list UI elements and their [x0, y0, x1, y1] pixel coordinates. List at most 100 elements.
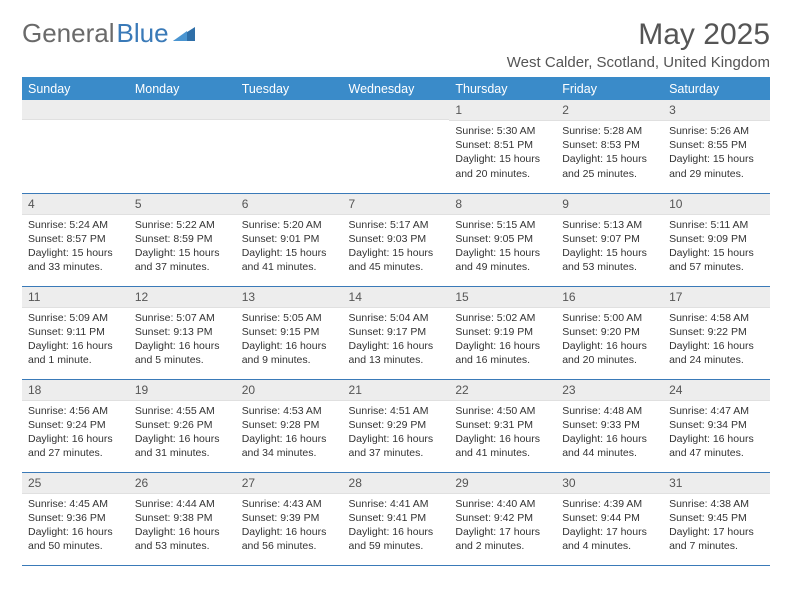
sunset-text: Sunset: 9:01 PM [242, 232, 337, 246]
sunset-text: Sunset: 9:15 PM [242, 325, 337, 339]
sunrise-text: Sunrise: 5:28 AM [562, 124, 657, 138]
daylight-text: Daylight: 15 hours and 41 minutes. [242, 246, 337, 274]
sunrise-text: Sunrise: 4:38 AM [669, 497, 764, 511]
day-content: Sunrise: 4:44 AMSunset: 9:38 PMDaylight:… [129, 494, 236, 558]
sunrise-text: Sunrise: 4:39 AM [562, 497, 657, 511]
day-number [236, 100, 343, 120]
page-header: GeneralBlue May 2025 West Calder, Scotla… [22, 18, 770, 71]
sunrise-text: Sunrise: 4:58 AM [669, 311, 764, 325]
sunrise-text: Sunrise: 4:53 AM [242, 404, 337, 418]
sunrise-text: Sunrise: 4:41 AM [349, 497, 444, 511]
daylight-text: Daylight: 16 hours and 50 minutes. [28, 525, 123, 553]
day-number: 22 [449, 380, 556, 401]
day-number: 7 [343, 194, 450, 215]
day-content: Sunrise: 5:13 AMSunset: 9:07 PMDaylight:… [556, 215, 663, 279]
calendar-cell: 12Sunrise: 5:07 AMSunset: 9:13 PMDayligh… [129, 286, 236, 379]
daylight-text: Daylight: 16 hours and 9 minutes. [242, 339, 337, 367]
calendar-cell: 21Sunrise: 4:51 AMSunset: 9:29 PMDayligh… [343, 379, 450, 472]
daylight-text: Daylight: 15 hours and 45 minutes. [349, 246, 444, 274]
day-number: 15 [449, 287, 556, 308]
calendar-cell: 27Sunrise: 4:43 AMSunset: 9:39 PMDayligh… [236, 472, 343, 565]
daylight-text: Daylight: 16 hours and 47 minutes. [669, 432, 764, 460]
day-number [129, 100, 236, 120]
sunrise-text: Sunrise: 5:22 AM [135, 218, 230, 232]
day-content: Sunrise: 5:15 AMSunset: 9:05 PMDaylight:… [449, 215, 556, 279]
day-content: Sunrise: 4:53 AMSunset: 9:28 PMDaylight:… [236, 401, 343, 465]
daylight-text: Daylight: 16 hours and 59 minutes. [349, 525, 444, 553]
calendar-cell: 25Sunrise: 4:45 AMSunset: 9:36 PMDayligh… [22, 472, 129, 565]
daylight-text: Daylight: 16 hours and 5 minutes. [135, 339, 230, 367]
sunset-text: Sunset: 9:03 PM [349, 232, 444, 246]
sunset-text: Sunset: 9:34 PM [669, 418, 764, 432]
day-number: 23 [556, 380, 663, 401]
calendar-header-row: Sunday Monday Tuesday Wednesday Thursday… [22, 78, 770, 101]
day-number: 6 [236, 194, 343, 215]
day-content: Sunrise: 5:05 AMSunset: 9:15 PMDaylight:… [236, 308, 343, 372]
day-content: Sunrise: 5:04 AMSunset: 9:17 PMDaylight:… [343, 308, 450, 372]
day-number: 1 [449, 100, 556, 121]
daylight-text: Daylight: 16 hours and 1 minute. [28, 339, 123, 367]
day-number: 17 [663, 287, 770, 308]
sunset-text: Sunset: 9:13 PM [135, 325, 230, 339]
sunrise-text: Sunrise: 5:17 AM [349, 218, 444, 232]
sunset-text: Sunset: 8:59 PM [135, 232, 230, 246]
sunrise-text: Sunrise: 4:56 AM [28, 404, 123, 418]
calendar-cell [22, 100, 129, 193]
calendar-week-row: 25Sunrise: 4:45 AMSunset: 9:36 PMDayligh… [22, 472, 770, 565]
day-number: 16 [556, 287, 663, 308]
sunrise-text: Sunrise: 5:24 AM [28, 218, 123, 232]
day-content: Sunrise: 4:56 AMSunset: 9:24 PMDaylight:… [22, 401, 129, 465]
daylight-text: Daylight: 16 hours and 53 minutes. [135, 525, 230, 553]
calendar-cell: 6Sunrise: 5:20 AMSunset: 9:01 PMDaylight… [236, 193, 343, 286]
day-number: 3 [663, 100, 770, 121]
daylight-text: Daylight: 17 hours and 4 minutes. [562, 525, 657, 553]
sunset-text: Sunset: 9:36 PM [28, 511, 123, 525]
sunrise-text: Sunrise: 5:04 AM [349, 311, 444, 325]
sunset-text: Sunset: 9:24 PM [28, 418, 123, 432]
day-content: Sunrise: 5:24 AMSunset: 8:57 PMDaylight:… [22, 215, 129, 279]
calendar-cell: 31Sunrise: 4:38 AMSunset: 9:45 PMDayligh… [663, 472, 770, 565]
day-number: 24 [663, 380, 770, 401]
day-content: Sunrise: 5:07 AMSunset: 9:13 PMDaylight:… [129, 308, 236, 372]
day-number: 13 [236, 287, 343, 308]
sunrise-text: Sunrise: 4:45 AM [28, 497, 123, 511]
sunset-text: Sunset: 9:11 PM [28, 325, 123, 339]
logo-text-gray: General [22, 18, 115, 49]
calendar-body: 1Sunrise: 5:30 AMSunset: 8:51 PMDaylight… [22, 100, 770, 565]
daylight-text: Daylight: 16 hours and 41 minutes. [455, 432, 550, 460]
sunset-text: Sunset: 9:07 PM [562, 232, 657, 246]
day-number: 14 [343, 287, 450, 308]
sunrise-text: Sunrise: 4:44 AM [135, 497, 230, 511]
location-text: West Calder, Scotland, United Kingdom [507, 54, 770, 71]
day-number: 2 [556, 100, 663, 121]
logo-text-blue: Blue [117, 18, 169, 49]
calendar-week-row: 1Sunrise: 5:30 AMSunset: 8:51 PMDaylight… [22, 100, 770, 193]
calendar-cell: 7Sunrise: 5:17 AMSunset: 9:03 PMDaylight… [343, 193, 450, 286]
sunrise-text: Sunrise: 5:02 AM [455, 311, 550, 325]
sunrise-text: Sunrise: 5:15 AM [455, 218, 550, 232]
sunset-text: Sunset: 8:53 PM [562, 138, 657, 152]
day-content: Sunrise: 5:22 AMSunset: 8:59 PMDaylight:… [129, 215, 236, 279]
day-number: 10 [663, 194, 770, 215]
daylight-text: Daylight: 16 hours and 24 minutes. [669, 339, 764, 367]
day-content: Sunrise: 4:51 AMSunset: 9:29 PMDaylight:… [343, 401, 450, 465]
day-number: 5 [129, 194, 236, 215]
col-header: Friday [556, 78, 663, 101]
calendar-week-row: 18Sunrise: 4:56 AMSunset: 9:24 PMDayligh… [22, 379, 770, 472]
month-title: May 2025 [507, 18, 770, 52]
sunrise-text: Sunrise: 4:48 AM [562, 404, 657, 418]
day-content: Sunrise: 5:17 AMSunset: 9:03 PMDaylight:… [343, 215, 450, 279]
calendar-cell: 26Sunrise: 4:44 AMSunset: 9:38 PMDayligh… [129, 472, 236, 565]
calendar-cell: 23Sunrise: 4:48 AMSunset: 9:33 PMDayligh… [556, 379, 663, 472]
day-content: Sunrise: 4:45 AMSunset: 9:36 PMDaylight:… [22, 494, 129, 558]
sunset-text: Sunset: 9:26 PM [135, 418, 230, 432]
header-right: May 2025 West Calder, Scotland, United K… [507, 18, 770, 71]
calendar-cell: 3Sunrise: 5:26 AMSunset: 8:55 PMDaylight… [663, 100, 770, 193]
sunset-text: Sunset: 9:31 PM [455, 418, 550, 432]
sunset-text: Sunset: 9:19 PM [455, 325, 550, 339]
calendar-cell: 1Sunrise: 5:30 AMSunset: 8:51 PMDaylight… [449, 100, 556, 193]
daylight-text: Daylight: 16 hours and 44 minutes. [562, 432, 657, 460]
sunrise-text: Sunrise: 5:13 AM [562, 218, 657, 232]
day-number: 12 [129, 287, 236, 308]
daylight-text: Daylight: 16 hours and 13 minutes. [349, 339, 444, 367]
